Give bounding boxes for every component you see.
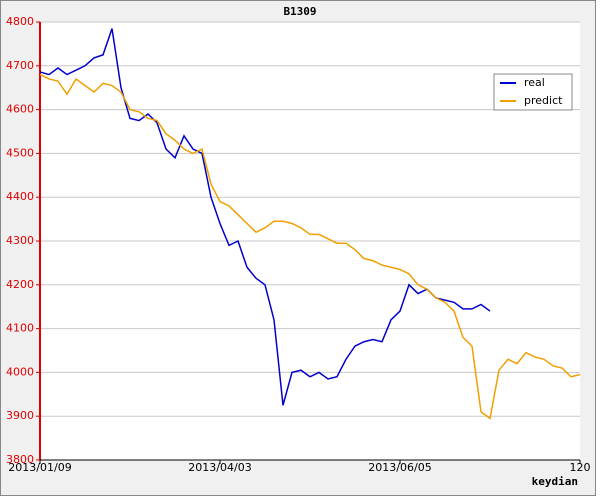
legend-box [493, 73, 573, 111]
line-series [39, 73, 581, 420]
y-tick-label: 4100 [6, 322, 34, 335]
x-tick-label: 2013/01/09 [8, 461, 71, 474]
x-tick-label: 2013/06/05 [368, 461, 431, 474]
y-tick-label: 4600 [6, 103, 34, 116]
chart-title: B1309 [283, 5, 316, 18]
x-axis-label: keydian [532, 475, 578, 488]
y-tick-label: 3800 [6, 453, 34, 466]
legend-label: predict [524, 94, 563, 107]
y-tick-label: 4000 [6, 365, 34, 378]
y-tick-label: 4700 [6, 59, 34, 72]
y-tick-label: 4500 [6, 146, 34, 159]
y-tick-label: 4300 [6, 234, 34, 247]
x-tick-label: 2013/04/03 [188, 461, 251, 474]
x-tick-label: 120 [570, 461, 591, 474]
y-tick-label: 4400 [6, 190, 34, 203]
line-series [39, 28, 491, 406]
y-tick-label: 3900 [6, 409, 34, 422]
y-tick-label: 4200 [6, 278, 34, 291]
legend-label: real [524, 76, 545, 89]
y-tick-label: 4800 [6, 15, 34, 28]
